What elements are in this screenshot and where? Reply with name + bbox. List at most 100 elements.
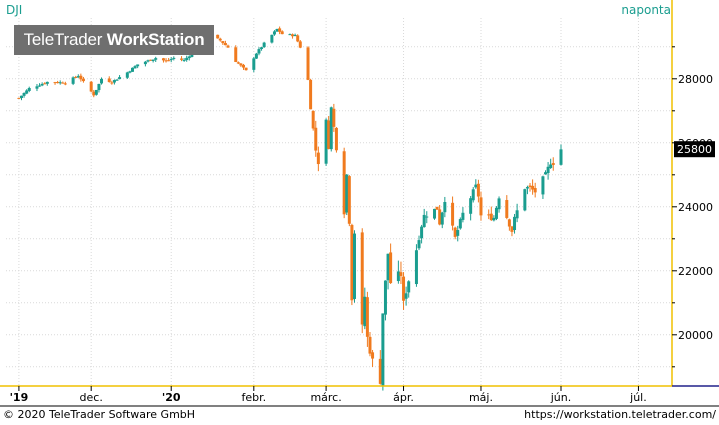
candle-down <box>17 97 21 99</box>
x-tick-label: jún. <box>550 391 572 404</box>
candle-up <box>458 219 462 229</box>
watermark-product: WorkStation <box>106 30 205 49</box>
candle-up <box>262 42 266 48</box>
x-tick-label: '20 <box>162 391 181 404</box>
candle-up <box>440 212 444 225</box>
candle-down <box>74 76 78 78</box>
candle-up <box>469 198 473 214</box>
x-tick-label: dec. <box>80 391 103 404</box>
candle-up <box>329 107 333 150</box>
candle-down <box>81 78 85 82</box>
candle-down <box>239 63 243 66</box>
candle-up <box>497 198 501 210</box>
x-tick-label: márc. <box>310 391 341 404</box>
candle-up <box>324 119 328 164</box>
candle-down <box>316 152 320 165</box>
candle-down <box>61 82 65 84</box>
candle-down <box>476 183 480 197</box>
candle-up <box>125 72 129 78</box>
candle-up <box>128 71 132 73</box>
candle-down <box>43 83 47 85</box>
candle-up <box>381 313 385 386</box>
candle-up <box>513 216 517 230</box>
candle-up <box>492 217 496 221</box>
interval-label[interactable]: naponta <box>621 3 671 17</box>
candle-down <box>53 82 57 84</box>
candle-down <box>451 202 455 226</box>
candle-down <box>226 45 230 48</box>
candle-up <box>143 61 147 65</box>
candle-up <box>461 212 465 220</box>
candle-up <box>185 57 189 60</box>
candle-down <box>371 352 375 359</box>
candle-up <box>19 95 23 99</box>
candle-down <box>360 232 364 325</box>
candle-up <box>257 49 261 54</box>
candle-up <box>260 47 264 49</box>
candle-down <box>56 82 60 84</box>
candle-up <box>443 202 447 213</box>
candle-up <box>115 79 119 81</box>
candle-down <box>350 224 354 301</box>
candle-up <box>456 230 460 236</box>
candle-up <box>58 82 62 84</box>
candle-down <box>149 59 153 61</box>
candle-down <box>399 272 403 276</box>
x-tick-label: máj. <box>469 391 493 404</box>
candle-up <box>433 208 437 219</box>
copyright-text: © 2020 TeleTrader Software GmbH <box>3 408 196 421</box>
candle-down <box>244 67 248 71</box>
x-tick-label: ápr. <box>393 391 414 404</box>
last-price-tag: 25800 <box>674 141 715 158</box>
candle-down <box>164 60 168 62</box>
candle-up <box>396 271 400 282</box>
candle-down <box>334 127 338 151</box>
candle-up <box>363 296 367 327</box>
candle-down <box>298 41 302 48</box>
footer-url[interactable]: https://workstation.teletrader.com/ <box>524 408 716 421</box>
candle-up <box>471 189 475 201</box>
candle-down <box>280 31 284 35</box>
watermark-brand: TeleTrader <box>23 30 103 49</box>
candle-up <box>546 166 550 174</box>
candle-up <box>549 164 553 168</box>
candle-down <box>347 176 351 224</box>
candle-up <box>345 174 349 213</box>
candle-down <box>79 75 83 80</box>
candle-up <box>97 83 101 91</box>
candle-down <box>221 41 225 44</box>
candle-up <box>169 59 173 61</box>
candle-down <box>241 64 245 68</box>
candle-down <box>531 185 535 190</box>
candle-up <box>417 240 421 249</box>
candle-up <box>352 233 356 299</box>
symbol-label[interactable]: DJI <box>6 3 23 17</box>
candle-up <box>523 189 527 211</box>
x-tick-label: febr. <box>241 391 266 404</box>
candle-down <box>551 163 555 165</box>
candle-down <box>365 297 369 337</box>
candle-up <box>118 77 122 80</box>
candle-up <box>559 149 563 165</box>
candle-down <box>216 34 220 39</box>
candle-down <box>438 209 442 225</box>
candle-down <box>528 185 532 187</box>
candle-down <box>218 38 222 41</box>
x-tick-label: júl. <box>629 391 647 404</box>
candle-down <box>402 276 406 301</box>
candle-up <box>494 207 498 219</box>
candle-up <box>407 281 411 293</box>
candle-up <box>40 83 44 86</box>
candle-up <box>146 60 150 62</box>
candle-down <box>107 78 111 82</box>
candle-down <box>510 226 514 232</box>
candle-up <box>133 66 137 69</box>
candle-up <box>130 67 134 72</box>
candle-down <box>92 91 96 96</box>
candle-down <box>278 28 282 32</box>
candle-down <box>296 35 300 42</box>
gridlines <box>6 18 672 386</box>
candle-up <box>288 34 292 36</box>
candle-down <box>306 47 310 80</box>
